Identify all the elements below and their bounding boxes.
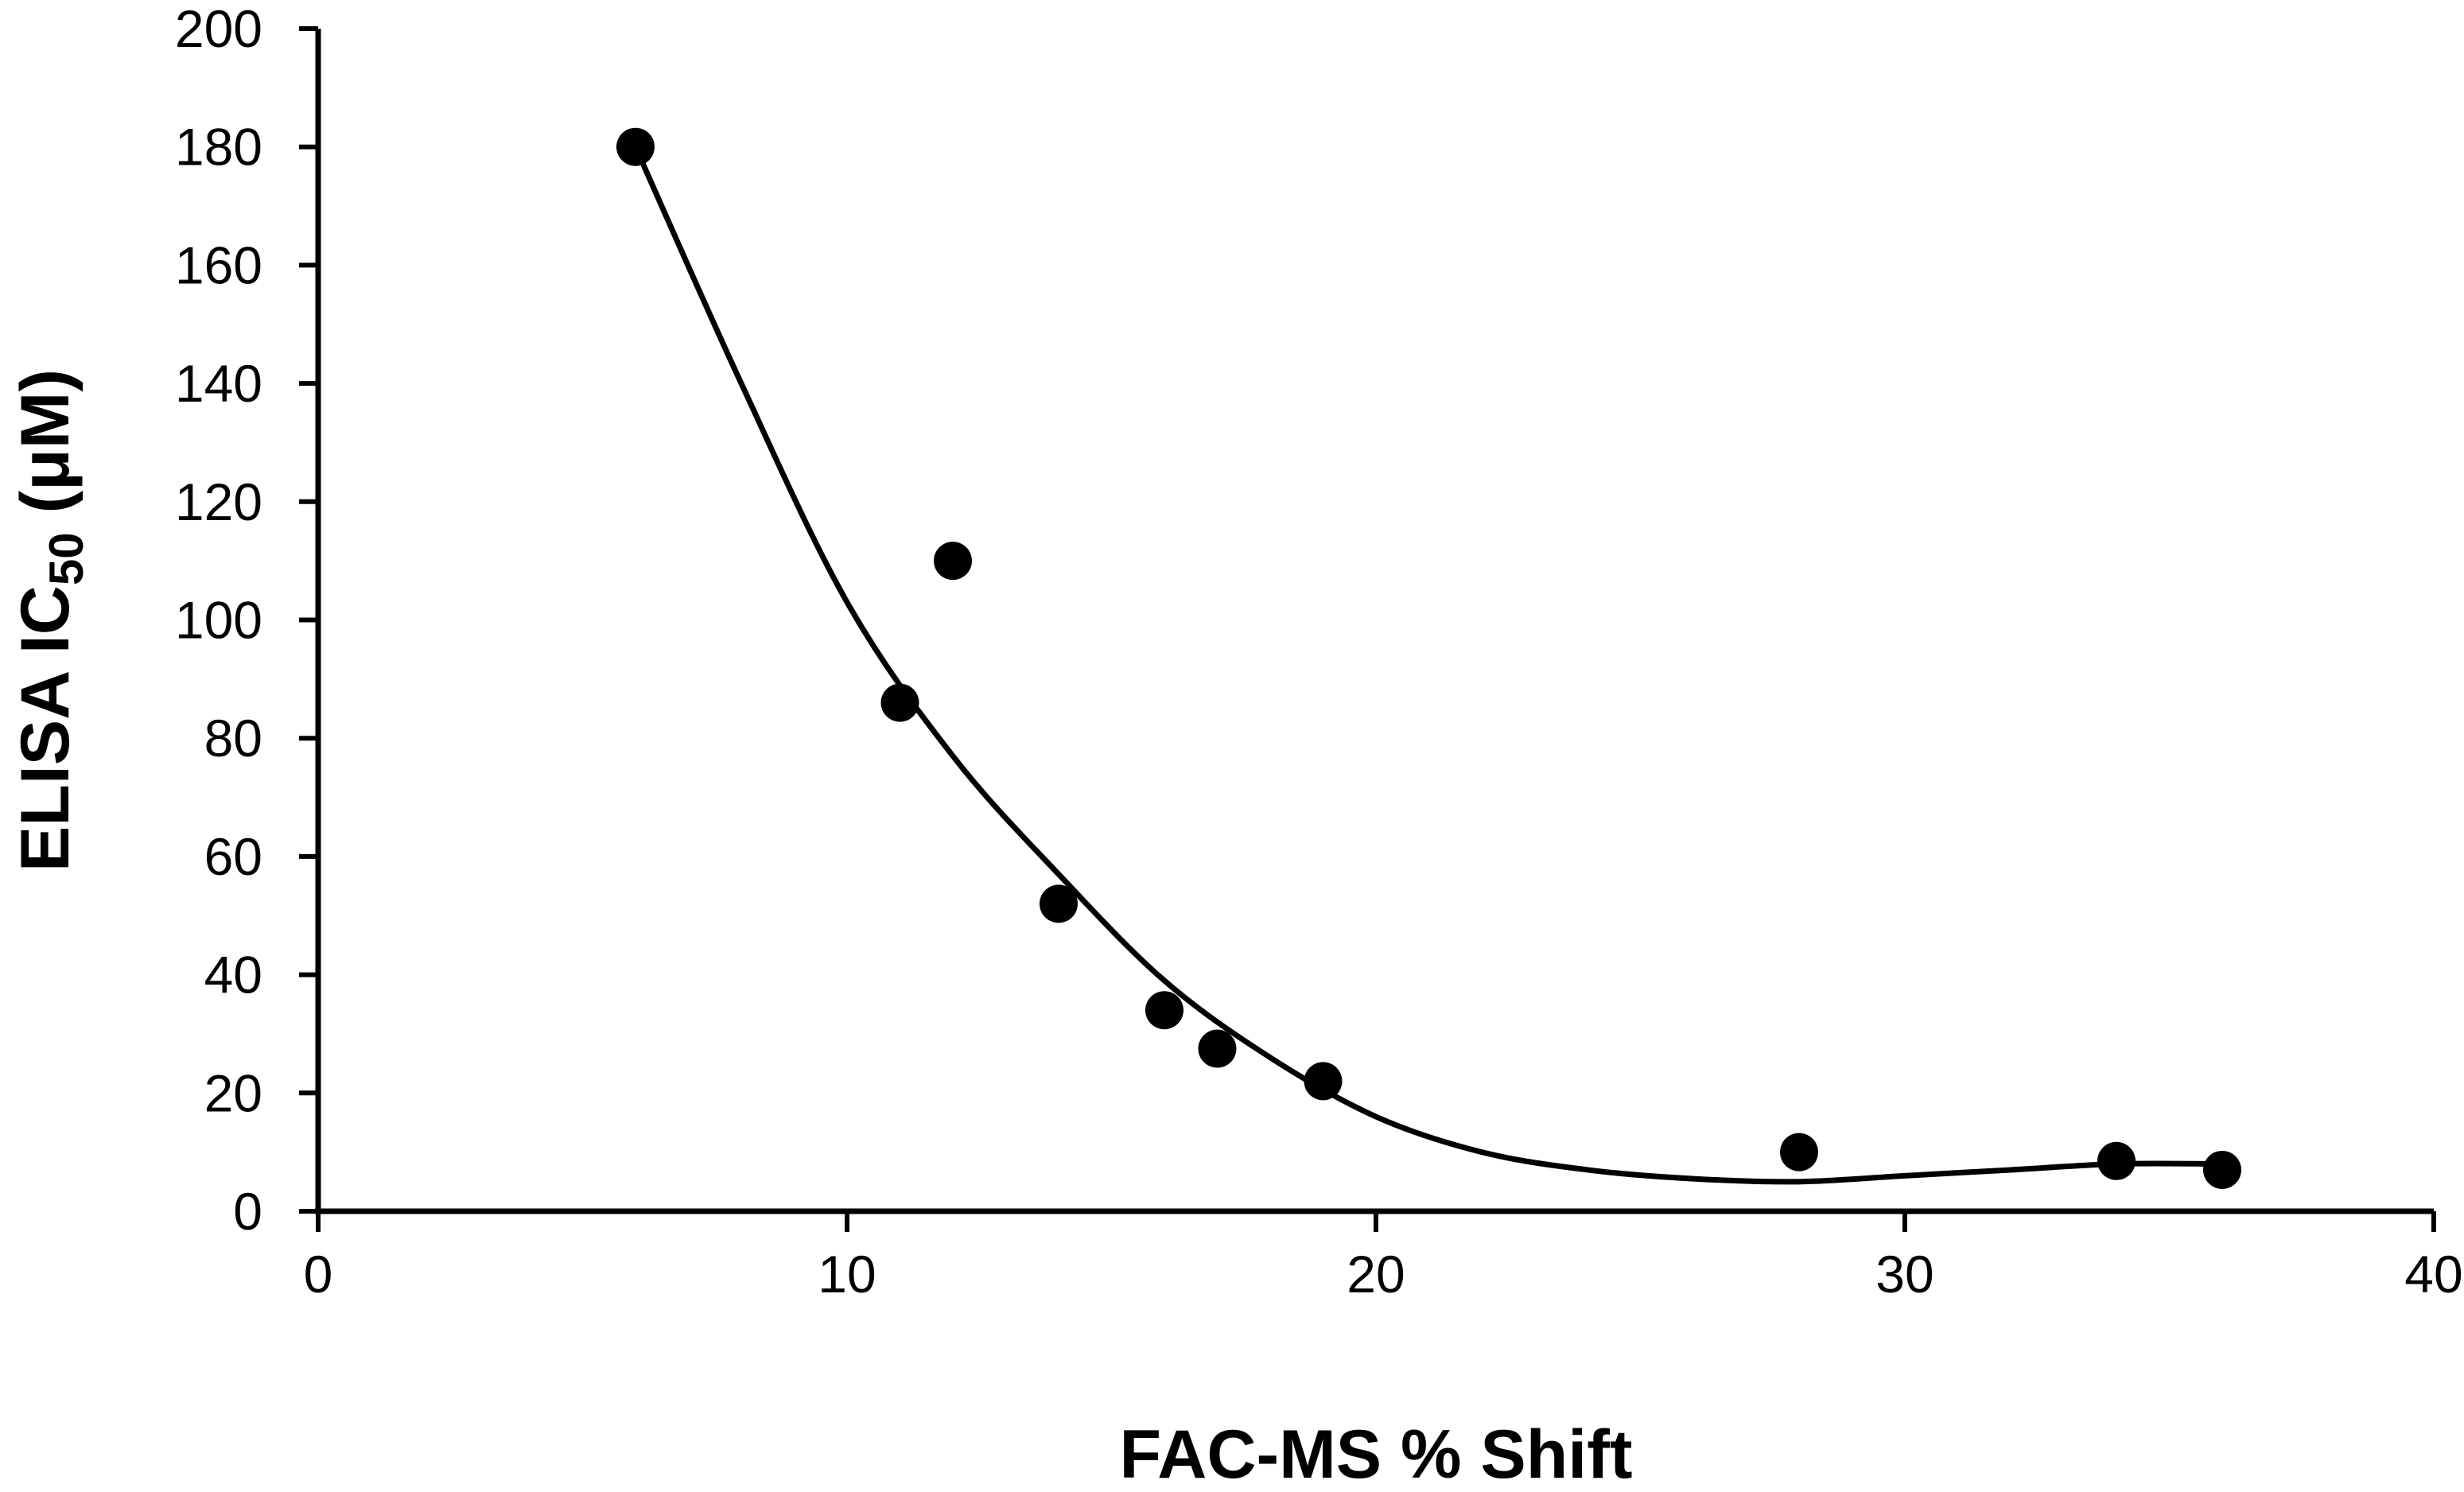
data-point xyxy=(1780,1133,1818,1171)
y-tick-label: 100 xyxy=(175,591,262,650)
y-tick-label: 140 xyxy=(175,354,262,413)
x-tick-label: 30 xyxy=(1875,1245,1934,1304)
trendline xyxy=(632,146,2223,1185)
x-tick-label: 10 xyxy=(818,1245,876,1304)
data-point xyxy=(934,542,972,581)
y-axis-ticks: 0 20 40 60 80 100 120 140 160 180 200 xyxy=(175,0,318,1241)
x-tick-label: 40 xyxy=(2404,1245,2462,1304)
y-tick-label: 40 xyxy=(204,946,262,1004)
y-tick-label: 80 xyxy=(204,709,262,767)
data-point xyxy=(2097,1141,2136,1180)
data-points xyxy=(616,127,2241,1189)
y-tick-label: 160 xyxy=(175,235,262,294)
y-axis-title: ELISA IC50 (μM) xyxy=(7,369,93,872)
y-tick-label: 60 xyxy=(204,827,262,886)
data-point xyxy=(616,127,655,166)
y-tick-label: 180 xyxy=(175,118,262,177)
y-axis-title-subscript: 50 xyxy=(40,532,93,585)
x-axis-title: FAC-MS % Shift xyxy=(1120,1416,1633,1492)
y-tick-label: 20 xyxy=(204,1063,262,1122)
data-point xyxy=(1040,884,1078,923)
y-axis-title-unit: (μM) xyxy=(7,369,84,532)
y-axis-title-main: ELISA IC xyxy=(7,585,84,872)
y-tick-label: 200 xyxy=(175,0,262,58)
x-axis-ticks: 0 10 20 30 40 xyxy=(304,1211,2463,1304)
data-point xyxy=(1145,991,1183,1030)
x-tick-label: 20 xyxy=(1347,1245,1405,1304)
y-tick-label: 120 xyxy=(175,472,262,531)
y-tick-label: 0 xyxy=(233,1182,262,1241)
x-tick-label: 0 xyxy=(304,1245,333,1304)
data-point xyxy=(1198,1029,1237,1068)
data-point xyxy=(2203,1150,2241,1189)
data-point xyxy=(880,683,919,722)
plot-area: 0 20 40 60 80 100 120 140 160 180 200 0 10 20 30 40 xyxy=(175,0,2463,1304)
data-point xyxy=(1304,1062,1343,1101)
